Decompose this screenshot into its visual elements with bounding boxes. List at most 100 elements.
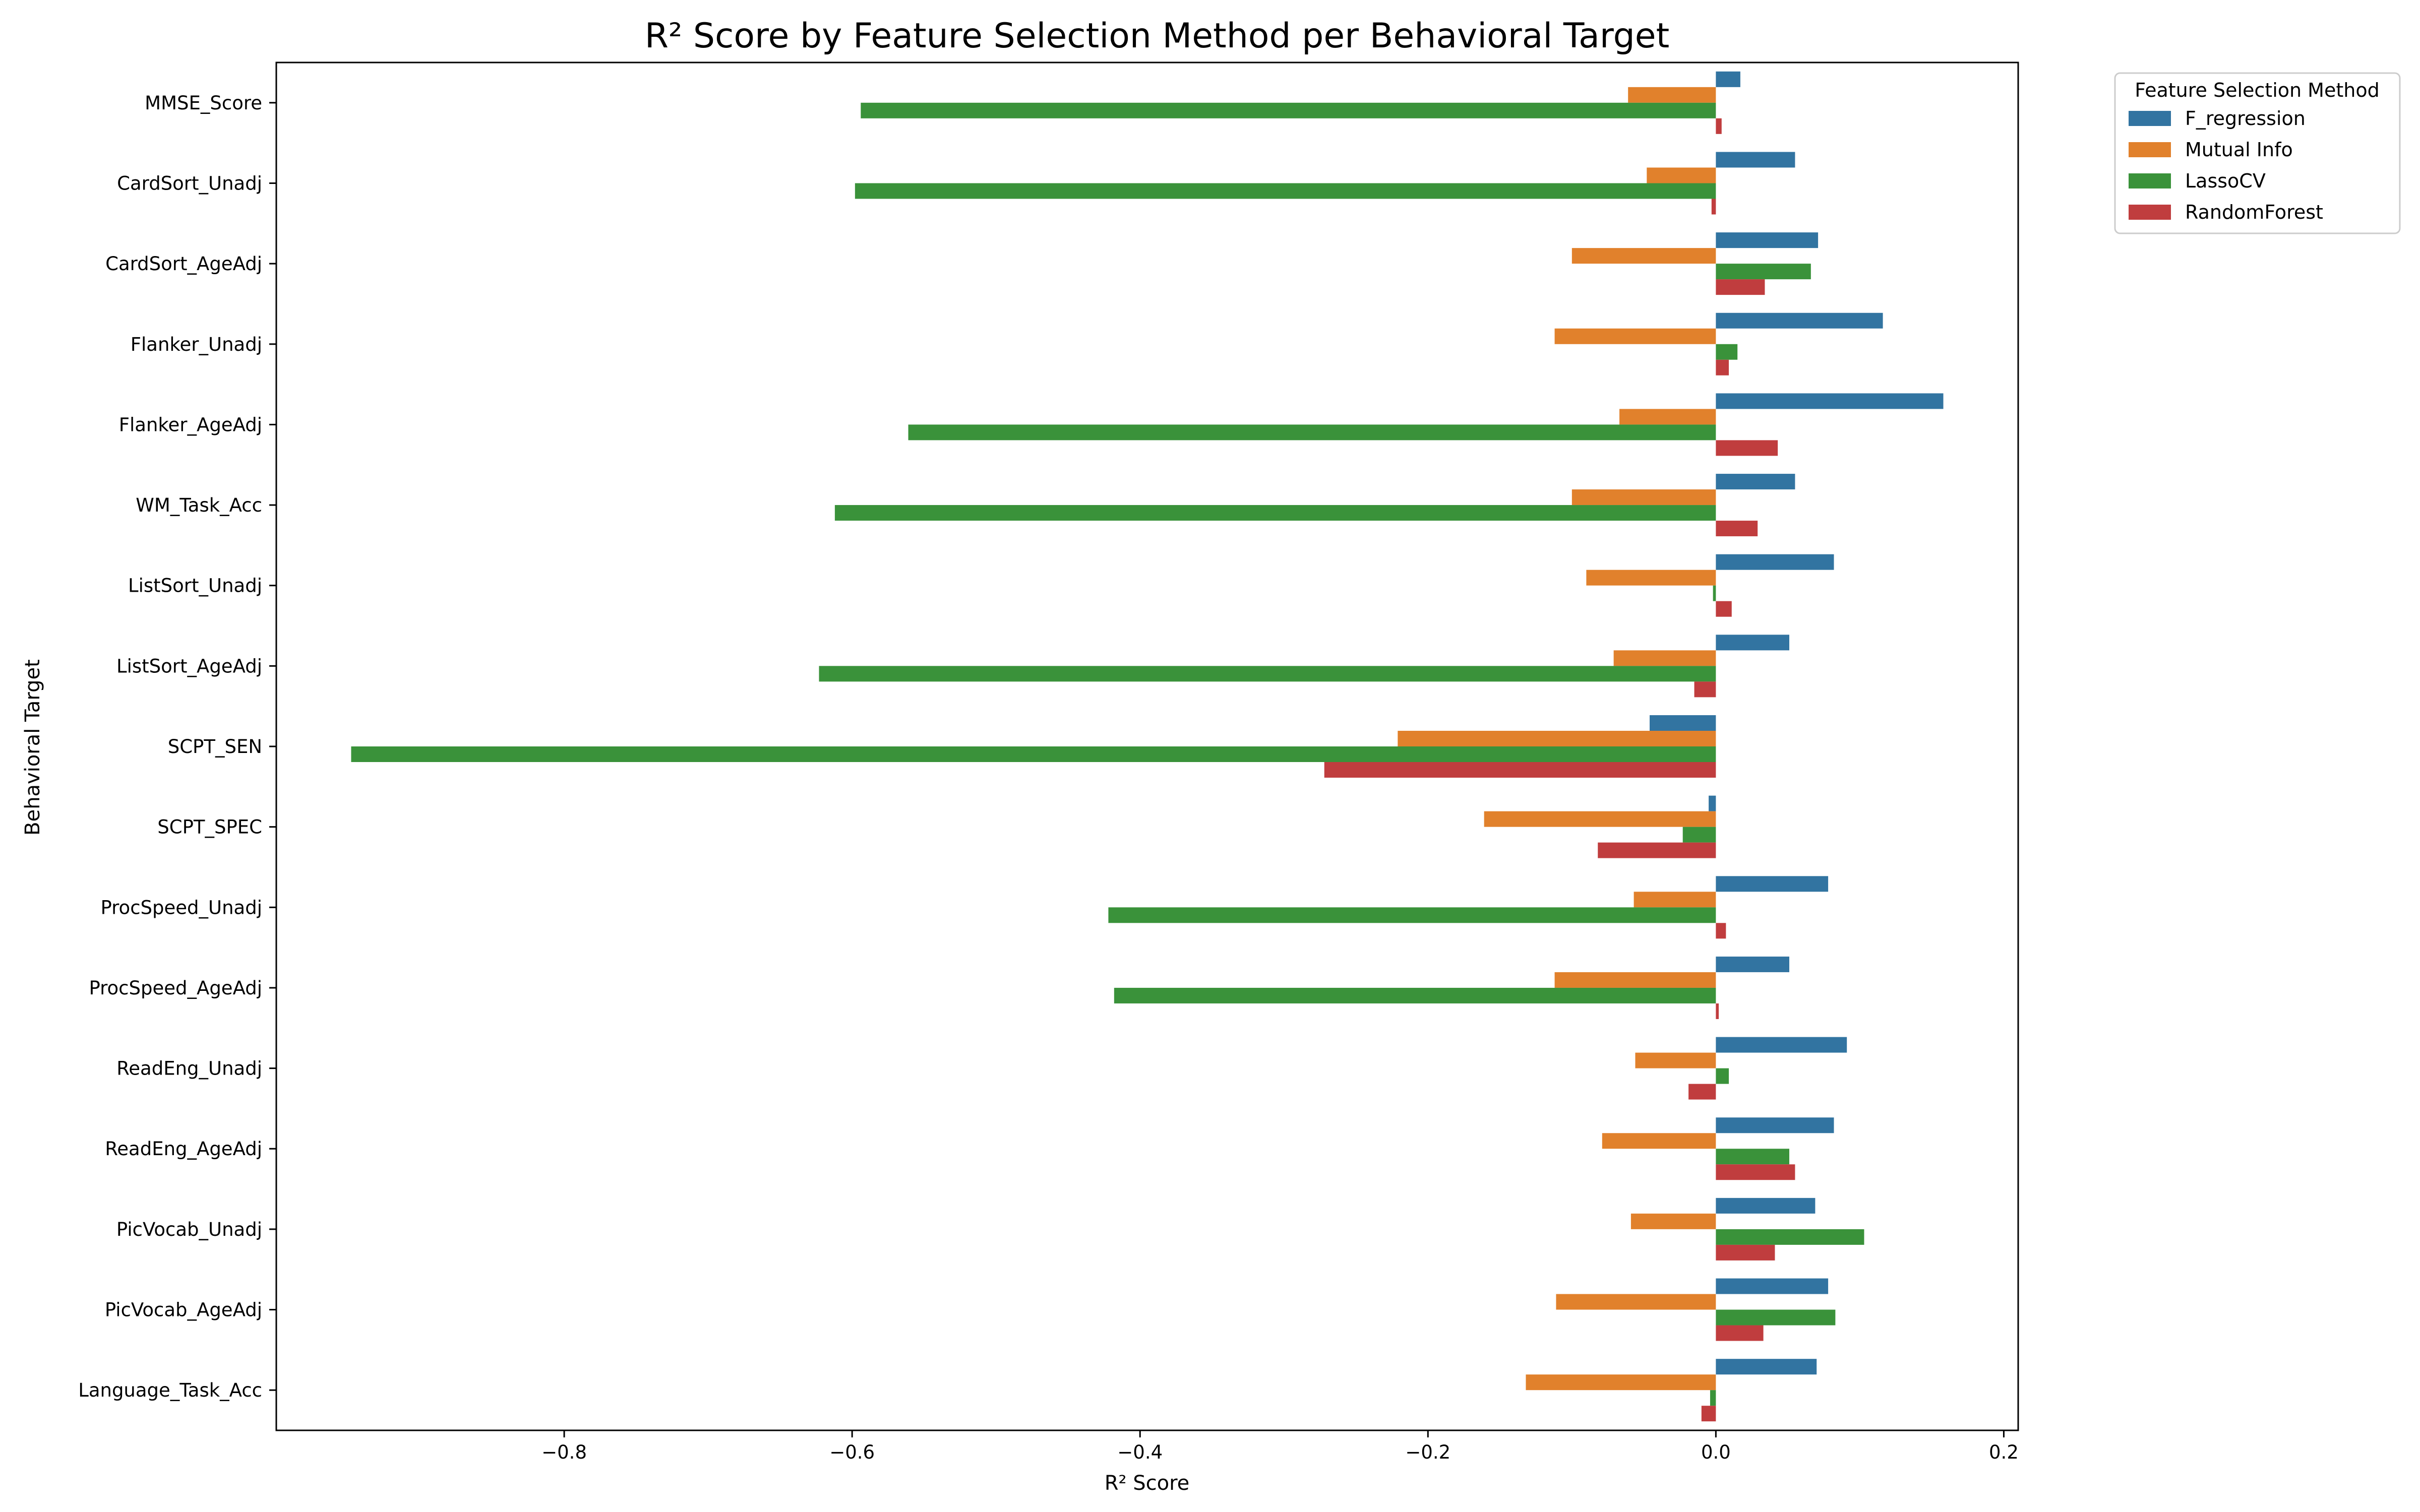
bar-ReadEng_Unadj-Mutual-Info: [1635, 1052, 1716, 1068]
bar-ReadEng_AgeAdj-LassoCV: [1716, 1149, 1789, 1165]
bar-SCPT_SPEC-LassoCV: [1682, 827, 1716, 843]
bar-CardSort_Unadj-Mutual-Info: [1647, 167, 1716, 183]
bar-CardSort_Unadj-LassoCV: [855, 183, 1716, 199]
bar-SCPT_SPEC-Mutual-Info: [1484, 811, 1716, 827]
y-tick-label: Flanker_Unadj: [131, 334, 262, 355]
y-tick-label: ListSort_AgeAdj: [116, 655, 262, 677]
bar-WM_Task_Acc-Mutual-Info: [1571, 489, 1716, 506]
bar-PicVocab_AgeAdj-LassoCV: [1716, 1309, 1836, 1326]
bar-SCPT_SPEC-RandomForest: [1598, 842, 1716, 858]
bar-MMSE_Score-LassoCV: [861, 102, 1716, 118]
bar-PicVocab_Unadj-F_regression: [1716, 1198, 1816, 1214]
bar-ListSort_AgeAdj-LassoCV: [819, 666, 1716, 682]
legend-label: Mutual Info: [2185, 139, 2293, 161]
bar-Language_Task_Acc-Mutual-Info: [1526, 1374, 1716, 1391]
bar-Flanker_Unadj-LassoCV: [1716, 344, 1738, 360]
bar-Flanker_AgeAdj-F_regression: [1716, 393, 1944, 409]
bar-PicVocab_AgeAdj-F_regression: [1716, 1278, 1829, 1294]
bar-Flanker_AgeAdj-Mutual-Info: [1619, 409, 1716, 425]
legend-swatch-F_regression: [2129, 111, 2171, 126]
bar-ProcSpeed_AgeAdj-Mutual-Info: [1554, 972, 1716, 988]
y-tick-label: CardSort_AgeAdj: [105, 253, 262, 275]
bar-Language_Task_Acc-F_regression: [1716, 1359, 1817, 1375]
legend-swatch-Mutual-Info: [2129, 142, 2171, 157]
bar-ProcSpeed_AgeAdj-LassoCV: [1114, 987, 1716, 1003]
y-tick-label: SCPT_SPEC: [157, 816, 262, 838]
legend: Feature Selection Method F_regression Mut…: [2114, 72, 2401, 234]
y-tick-label: ListSort_Unadj: [128, 575, 262, 597]
bar-Flanker_Unadj-F_regression: [1716, 312, 1883, 329]
bar-Flanker_AgeAdj-LassoCV: [908, 424, 1716, 440]
y-tick-label: PicVocab_AgeAdj: [105, 1299, 262, 1321]
bar-ProcSpeed_Unadj-Mutual-Info: [1634, 892, 1716, 908]
legend-swatch-LassoCV: [2129, 173, 2171, 188]
legend-label: LassoCV: [2185, 170, 2266, 192]
bar-WM_Task_Acc-F_regression: [1716, 474, 1795, 490]
y-tick-label: CardSort_Unadj: [117, 172, 262, 194]
x-tick-label: −0.8: [541, 1441, 587, 1463]
bar-MMSE_Score-Mutual-Info: [1628, 87, 1716, 103]
bar-CardSort_AgeAdj-RandomForest: [1716, 279, 1765, 295]
y-tick-label: MMSE_Score: [145, 92, 262, 114]
bar-ListSort_AgeAdj-F_regression: [1716, 635, 1789, 651]
bar-Flanker_Unadj-RandomForest: [1716, 359, 1729, 375]
y-tick-label: SCPT_SEN: [168, 736, 262, 758]
legend-title: Feature Selection Method: [2135, 79, 2379, 101]
bar-ProcSpeed_Unadj-LassoCV: [1108, 907, 1716, 923]
y-axis-label: Behavioral Target: [21, 659, 44, 836]
y-tick-label: PicVocab_Unadj: [116, 1219, 262, 1240]
bar-ListSort_Unadj-F_regression: [1716, 554, 1834, 570]
bar-PicVocab_Unadj-RandomForest: [1716, 1244, 1775, 1261]
bar-ListSort_Unadj-RandomForest: [1716, 601, 1732, 617]
bar-ListSort_AgeAdj-Mutual-Info: [1613, 650, 1716, 666]
bar-SCPT_SEN-RandomForest: [1324, 762, 1716, 778]
bar-ListSort_Unadj-LassoCV: [1713, 585, 1716, 601]
legend-swatch-RandomForest: [2129, 205, 2171, 220]
bar-CardSort_AgeAdj-Mutual-Info: [1571, 248, 1716, 264]
legend-box: [2114, 72, 2401, 234]
bars-group: [351, 71, 1944, 1422]
x-axis-label: R² Score: [1105, 1472, 1190, 1495]
bar-ReadEng_AgeAdj-RandomForest: [1716, 1164, 1795, 1180]
bar-SCPT_SEN-F_regression: [1650, 715, 1716, 731]
bar-WM_Task_Acc-RandomForest: [1716, 521, 1758, 537]
bar-ReadEng_AgeAdj-Mutual-Info: [1602, 1133, 1716, 1149]
chart-title: R² Score by Feature Selection Method per…: [645, 16, 1670, 56]
y-tick-label: Flanker_AgeAdj: [119, 414, 262, 435]
y-tick-label: ReadEng_Unadj: [116, 1058, 262, 1080]
plot-frame: [275, 61, 2019, 1431]
y-tick-label: ProcSpeed_Unadj: [101, 897, 263, 918]
bar-MMSE_Score-RandomForest: [1716, 118, 1722, 134]
bar-SCPT_SEN-Mutual-Info: [1398, 731, 1716, 746]
bar-ProcSpeed_AgeAdj-RandomForest: [1716, 1003, 1719, 1019]
y-tick-label: WM_Task_Acc: [136, 494, 262, 516]
x-tick-label: −0.4: [1117, 1441, 1163, 1463]
x-tick-label: −0.6: [829, 1441, 875, 1463]
x-tick-label: −0.2: [1405, 1441, 1450, 1463]
legend-label: RandomForest: [2185, 201, 2323, 223]
bar-PicVocab_Unadj-LassoCV: [1716, 1229, 1864, 1245]
legend-items: F_regression Mutual Info LassoCV RandomFore…: [2129, 107, 2323, 223]
bar-Flanker_Unadj-Mutual-Info: [1554, 328, 1716, 344]
x-tick-label: 0.0: [1701, 1441, 1731, 1463]
legend-label: F_regression: [2185, 107, 2306, 130]
bar-SCPT_SPEC-F_regression: [1709, 795, 1716, 811]
y-tick-label: Language_Task_Acc: [78, 1379, 262, 1401]
bar-CardSort_Unadj-RandomForest: [1711, 199, 1716, 215]
bar-PicVocab_AgeAdj-RandomForest: [1716, 1325, 1764, 1341]
bar-CardSort_AgeAdj-F_regression: [1716, 232, 1819, 248]
y-tick-label: ReadEng_AgeAdj: [105, 1138, 262, 1160]
y-tick-label: ProcSpeed_AgeAdj: [89, 977, 262, 999]
bar-ReadEng_Unadj-F_regression: [1716, 1037, 1847, 1053]
bar-MMSE_Score-F_regression: [1716, 71, 1740, 87]
bar-ProcSpeed_Unadj-RandomForest: [1716, 923, 1726, 939]
bar-Language_Task_Acc-RandomForest: [1701, 1406, 1716, 1422]
bar-ListSort_Unadj-Mutual-Info: [1586, 570, 1716, 586]
x-tick-label: 0.2: [1989, 1441, 2019, 1463]
bar-ReadEng_Unadj-LassoCV: [1716, 1068, 1729, 1084]
bar-ProcSpeed_Unadj-F_regression: [1716, 876, 1829, 892]
bar-CardSort_Unadj-F_regression: [1716, 152, 1795, 168]
bar-WM_Task_Acc-LassoCV: [834, 505, 1716, 521]
bar-PicVocab_Unadj-Mutual-Info: [1630, 1213, 1716, 1229]
bar-ProcSpeed_AgeAdj-F_regression: [1716, 956, 1789, 972]
